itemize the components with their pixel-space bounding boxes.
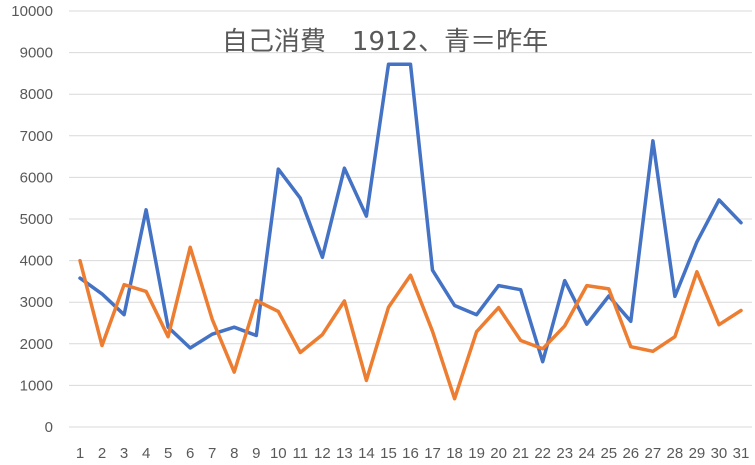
x-tick-label: 29 — [689, 445, 706, 462]
x-axis-tick-labels: 1 2 3 4 5 6 7 8 9 10 11 12 13 14 15 16 17 18 19 20 21 22 23 24 2… — [76, 445, 749, 462]
x-tick-label: 14 — [358, 445, 375, 462]
x-tick-label: 26 — [622, 445, 639, 462]
x-tick-label: 3 — [120, 445, 128, 462]
y-tick-label: 2000 — [20, 336, 53, 353]
gridlines — [69, 10, 752, 428]
x-tick-label: 12 — [314, 445, 331, 462]
y-tick-label: 4000 — [20, 253, 53, 270]
y-tick-label: 8000 — [20, 86, 53, 103]
x-tick-label: 11 — [293, 445, 309, 462]
y-tick-label: 0 — [45, 419, 53, 436]
y-tick-label: 6000 — [20, 169, 53, 186]
chart-title: 自己消費 1912、青＝昨年 — [222, 27, 548, 57]
x-tick-label: 16 — [402, 445, 419, 462]
x-tick-label: 6 — [186, 445, 194, 462]
y-tick-label: 3000 — [20, 294, 53, 311]
y-tick-label: 1000 — [20, 377, 53, 394]
x-tick-label: 21 — [512, 445, 529, 462]
x-tick-label: 13 — [336, 445, 353, 462]
x-tick-label: 8 — [230, 445, 238, 462]
y-tick-label: 7000 — [20, 128, 53, 145]
x-tick-label: 24 — [578, 445, 595, 462]
x-tick-label: 9 — [252, 445, 260, 462]
x-tick-label: 22 — [534, 445, 551, 462]
y-tick-label: 9000 — [20, 45, 53, 62]
x-tick-label: 31 — [733, 445, 750, 462]
x-tick-label: 5 — [164, 445, 172, 462]
x-tick-label: 20 — [490, 445, 507, 462]
x-tick-label: 23 — [556, 445, 573, 462]
x-tick-label: 25 — [600, 445, 617, 462]
x-tick-label: 2 — [98, 445, 106, 462]
x-tick-label: 10 — [270, 445, 287, 462]
x-tick-label: 15 — [380, 445, 397, 462]
y-axis-tick-labels: 0 1000 2000 3000 4000 5000 6000 7000 8000 9000 100… — [11, 3, 53, 436]
x-tick-label: 7 — [208, 445, 216, 462]
x-tick-label: 17 — [424, 445, 441, 462]
x-tick-label: 27 — [645, 445, 662, 462]
y-tick-label: 10000 — [11, 3, 53, 20]
series-lines — [78, 62, 743, 401]
x-tick-label: 28 — [667, 445, 684, 462]
x-tick-label: 30 — [711, 445, 728, 462]
x-tick-label: 4 — [142, 445, 150, 462]
y-tick-label: 5000 — [20, 211, 53, 228]
series-line-orange — [78, 245, 743, 401]
series-line-blue — [78, 62, 743, 364]
x-tick-label: 1 — [76, 445, 84, 462]
x-tick-label: 18 — [446, 445, 463, 462]
x-tick-label: 19 — [468, 445, 485, 462]
